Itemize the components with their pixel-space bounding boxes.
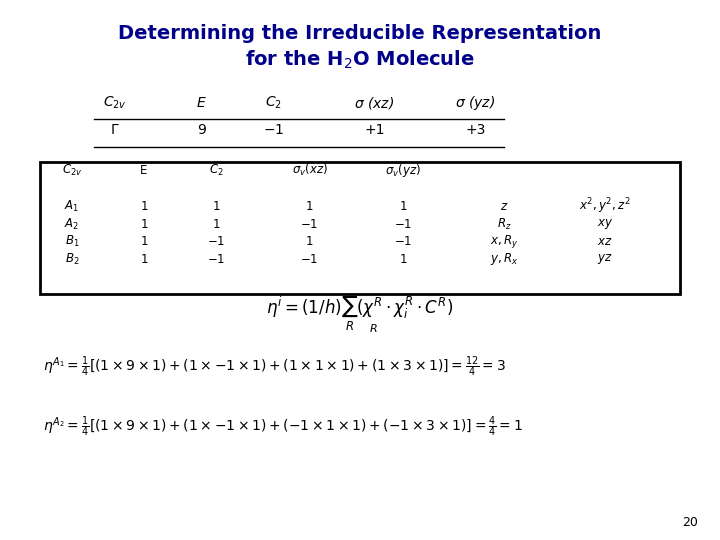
Text: 1: 1 [140,218,148,231]
Text: 1: 1 [400,200,407,213]
Text: $x,R_y$: $x,R_y$ [490,233,518,250]
Text: 1: 1 [400,253,407,266]
Text: $xy$: $xy$ [597,217,613,231]
Text: $E$: $E$ [197,96,207,110]
Text: $B_2$: $B_2$ [65,252,79,267]
Text: $C_2$: $C_2$ [265,94,282,111]
Text: 1: 1 [306,200,313,213]
Text: 1: 1 [140,200,148,213]
Text: $y,R_x$: $y,R_x$ [490,251,518,267]
Text: +1: +1 [364,123,384,137]
Text: $\sigma$ ($yz$): $\sigma$ ($yz$) [455,93,495,112]
FancyBboxPatch shape [40,162,680,294]
Text: $A_2$: $A_2$ [65,217,79,232]
Text: $\sigma$ ($xz$): $\sigma$ ($xz$) [354,94,395,111]
Text: $-$1: $-$1 [394,235,413,248]
Text: $z$: $z$ [500,200,508,213]
Text: $B_1$: $B_1$ [65,234,79,249]
Text: $yz$: $yz$ [597,252,613,266]
Text: $\Gamma$: $\Gamma$ [110,123,120,137]
Text: $R_z$: $R_z$ [497,217,511,232]
Text: 1: 1 [212,218,220,231]
Text: 1: 1 [212,200,220,213]
Text: E: E [140,164,148,177]
Text: 1: 1 [140,253,148,266]
Text: $A_1$: $A_1$ [64,199,80,214]
Text: 1: 1 [306,235,313,248]
Text: $C_2$: $C_2$ [209,163,223,178]
Text: $-$1: $-$1 [394,218,413,231]
Text: Determining the Irreducible Representation: Determining the Irreducible Representati… [118,24,602,43]
Text: $R$: $R$ [369,322,377,334]
Text: $C_{2v}$: $C_{2v}$ [62,163,82,178]
Text: $C_{2v}$: $C_{2v}$ [104,94,127,111]
Text: $\sigma_v(yz)$: $\sigma_v(yz)$ [385,161,421,179]
Text: $-$1: $-$1 [263,123,284,137]
Text: $\sigma_v(xz)$: $\sigma_v(xz)$ [292,162,328,178]
Text: +3: +3 [465,123,485,137]
Text: $-$1: $-$1 [207,235,225,248]
Text: $-$1: $-$1 [300,218,319,231]
Text: 1: 1 [140,235,148,248]
Text: 9: 9 [197,123,206,137]
Text: $-$1: $-$1 [300,253,319,266]
Text: $xz$: $xz$ [597,235,613,248]
Text: $x^2,y^2,z^2$: $x^2,y^2,z^2$ [579,197,631,216]
Text: $\eta^i = (1/h)\sum_R(\chi^R \cdot \chi_i^R \cdot C^R)$: $\eta^i = (1/h)\sum_R(\chi^R \cdot \chi_… [266,294,454,333]
Text: $-$1: $-$1 [207,253,225,266]
Text: $\eta^{A_1} = \frac{1}{4}[(1\times9\times1)+(1\times{-1}\times1)+(1\times1\times: $\eta^{A_1} = \frac{1}{4}[(1\times9\time… [43,355,506,380]
Text: $\eta^{A_2} = \frac{1}{4}[(1\times9\times1)+(1\times{-1}\times1)+(-1\times1\time: $\eta^{A_2} = \frac{1}{4}[(1\times9\time… [43,414,523,439]
Text: for the H$_2$O Molecule: for the H$_2$O Molecule [245,49,475,71]
Text: 20: 20 [683,516,698,529]
